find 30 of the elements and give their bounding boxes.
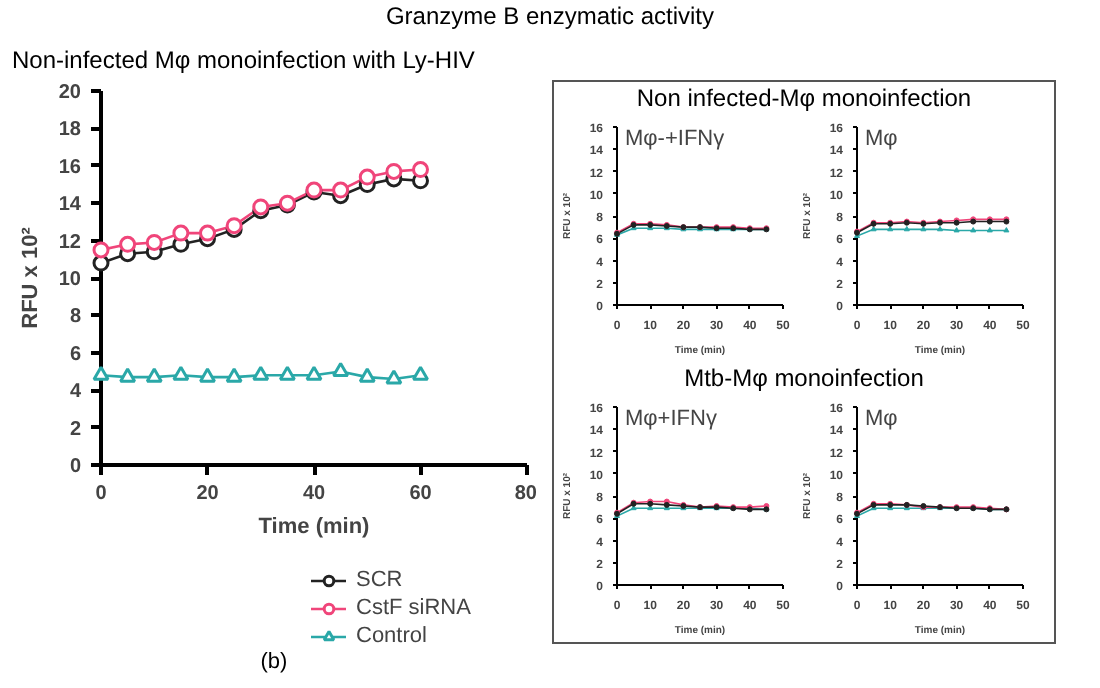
chart-title: Mφ bbox=[865, 127, 898, 151]
y-tick-label: 0 bbox=[69, 456, 82, 478]
x-axis-title: Time (min) bbox=[258, 515, 371, 539]
y-tick-label: 18 bbox=[58, 119, 82, 142]
chart-subtitle: Non-infected Mφ monoinfection with Ly-HIV bbox=[12, 44, 475, 78]
y-tick-label: 16 bbox=[58, 156, 82, 179]
chart-title: Granzyme B enzymatic activity bbox=[385, 0, 715, 34]
y-tick-label: 4 bbox=[69, 381, 82, 404]
x-tick-label: 60 bbox=[409, 483, 433, 505]
legend-label: SCR bbox=[356, 568, 403, 592]
text: (b) bbox=[260, 648, 288, 678]
y-tick-label: 8 bbox=[69, 306, 82, 329]
y-tick-label: 12 bbox=[58, 231, 82, 254]
x-tick-label: 0 bbox=[95, 483, 108, 505]
x-tick-label: 20 bbox=[196, 483, 220, 505]
x-tick-label: 80 bbox=[514, 483, 538, 505]
y-tick-label: 10 bbox=[58, 269, 82, 291]
legend-label: CstF siRNA bbox=[356, 596, 471, 620]
y-tick-label: 20 bbox=[58, 82, 82, 104]
chart-subtitle: Non infected-Mφ monoinfection bbox=[636, 82, 972, 116]
chart-subtitle: Mtb-Mφ monoinfection bbox=[684, 362, 924, 396]
y-tick-label: 14 bbox=[58, 194, 82, 217]
chart-title: Mφ-+IFNγ bbox=[625, 127, 726, 151]
y-tick-label: 6 bbox=[69, 343, 82, 366]
x-tick-label: 40 bbox=[302, 483, 326, 505]
y-tick-label: 2 bbox=[69, 418, 82, 441]
y-axis-title: RFU x 10² bbox=[18, 226, 43, 329]
legend-label: Control bbox=[356, 624, 427, 648]
chart-title: Mφ+IFNγ bbox=[625, 407, 718, 431]
chart-title: Mφ bbox=[865, 407, 898, 431]
